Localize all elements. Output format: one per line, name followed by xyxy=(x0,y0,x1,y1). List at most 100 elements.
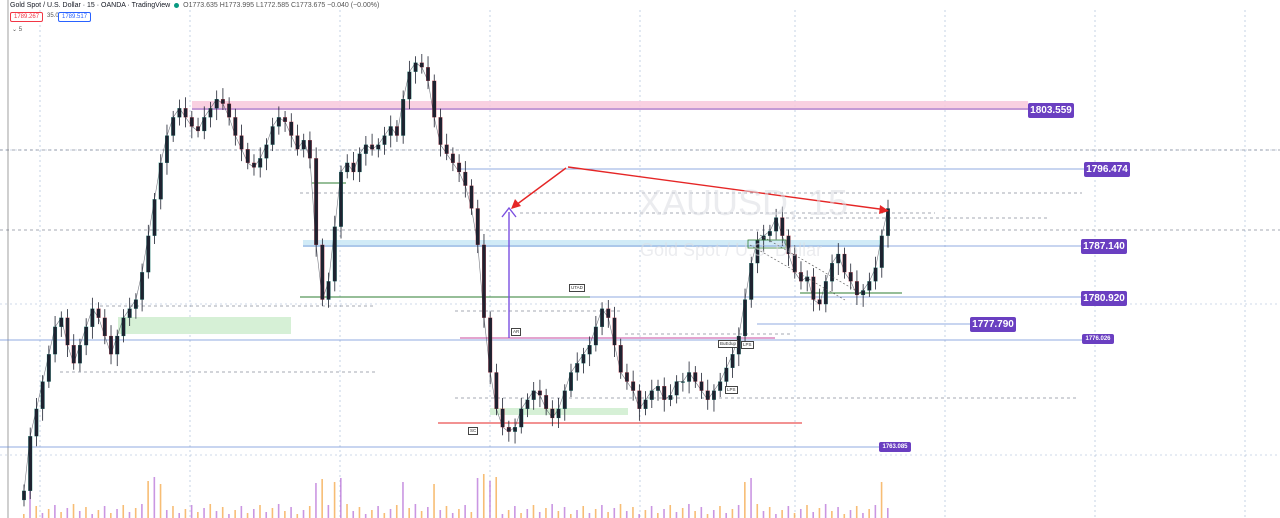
price-label-1796[interactable]: 1796.474 xyxy=(1084,162,1130,177)
candle-body xyxy=(612,317,617,346)
candle-body xyxy=(823,281,828,305)
candle-body xyxy=(363,144,368,154)
symbol-title[interactable]: Gold Spot / U.S. Dollar · 15 · OANDA · T… xyxy=(10,2,171,9)
volume-bar xyxy=(402,482,404,518)
tag-lps-2: LPS xyxy=(725,386,738,394)
candle-body xyxy=(643,399,648,409)
volume-bar xyxy=(694,511,696,518)
candle-body xyxy=(457,162,462,173)
candle-body xyxy=(320,244,325,300)
volume-bar xyxy=(712,510,715,518)
volume-bar xyxy=(259,505,261,518)
volume-bar xyxy=(277,504,280,518)
candle-body xyxy=(444,144,449,154)
volume-bar xyxy=(66,508,69,518)
volume-bar xyxy=(451,513,454,518)
volume-bar xyxy=(750,478,752,518)
candle-body xyxy=(711,390,716,400)
price-label-1776[interactable]: 1776.026 xyxy=(1082,334,1114,344)
volume-bar xyxy=(762,511,765,518)
candle-body xyxy=(164,135,169,163)
candle-body xyxy=(544,395,549,409)
volume-bar xyxy=(744,482,746,518)
symbol-header: Gold Spot / U.S. Dollar · 15 · OANDA · T… xyxy=(10,2,379,9)
volume-bar xyxy=(824,504,827,518)
volume-bar xyxy=(613,508,616,518)
candle-body xyxy=(469,185,474,209)
price-path xyxy=(23,62,889,491)
volume-bar xyxy=(632,507,634,518)
candle-body xyxy=(357,153,362,173)
volume-bar xyxy=(91,514,93,518)
candle-body xyxy=(724,367,729,382)
volume-bar xyxy=(688,504,690,518)
sell-price-button[interactable]: 1789.267 xyxy=(10,12,44,22)
candle-body xyxy=(307,140,312,159)
volume-bar xyxy=(134,508,137,518)
volume-bar xyxy=(812,512,815,518)
volume-bar xyxy=(371,510,373,518)
volume-bar xyxy=(141,504,143,518)
volume-bar xyxy=(681,508,684,518)
volume-bar xyxy=(302,510,305,518)
sub-indicator-row[interactable]: ⌄ 5 xyxy=(12,27,23,33)
volume-bar xyxy=(103,506,106,518)
volume-bar xyxy=(252,509,255,518)
price-label-1803[interactable]: 1803.559 xyxy=(1028,103,1074,118)
price-label-1787[interactable]: 1787.140 xyxy=(1081,239,1127,254)
volume-bar xyxy=(806,505,808,518)
volume-bar xyxy=(308,506,311,518)
volume-bar xyxy=(184,509,187,518)
volume-bar xyxy=(476,478,479,518)
volume-bar xyxy=(793,513,796,518)
tag-buildup: BuEdup xyxy=(718,340,739,348)
volume-bar xyxy=(284,511,286,518)
volume-bar xyxy=(657,513,659,518)
volume-bar xyxy=(538,512,541,518)
candle-body xyxy=(426,67,430,81)
volume-bar xyxy=(756,504,759,518)
volume-bar xyxy=(470,512,473,518)
price-label-1780[interactable]: 1780.920 xyxy=(1081,291,1127,306)
candle-body xyxy=(40,381,45,409)
volume-bar xyxy=(54,505,56,518)
candle-body xyxy=(77,345,82,364)
volume-bar xyxy=(172,506,174,518)
volume-bar xyxy=(159,484,162,518)
candle-body xyxy=(227,103,232,118)
volume-bar xyxy=(663,509,665,518)
volume-bar xyxy=(147,481,149,518)
volume-bar xyxy=(669,505,672,518)
buy-price-button[interactable]: 1789.517 xyxy=(58,12,92,22)
candle-body xyxy=(264,144,269,159)
candle-body xyxy=(46,354,51,382)
price-label-1777[interactable]: 1777.790 xyxy=(970,317,1016,332)
spread-value: 35.0 xyxy=(44,12,62,20)
price-label-1763[interactable]: 1763.085 xyxy=(879,442,911,452)
volume-bar xyxy=(601,505,603,518)
volume-bar xyxy=(576,510,578,518)
candle-body xyxy=(208,108,213,118)
volume-bar xyxy=(489,481,491,518)
volume-bar xyxy=(588,513,591,518)
volume-bar xyxy=(520,513,522,518)
candle-body xyxy=(879,235,884,268)
candle-body xyxy=(842,253,847,273)
candle-body xyxy=(606,308,611,318)
candle-body xyxy=(339,171,343,227)
volume-bar xyxy=(271,508,274,518)
chart-drawings xyxy=(501,166,889,338)
volume-bar xyxy=(458,509,460,518)
volume-bar xyxy=(265,512,268,518)
candle-body xyxy=(22,490,26,501)
candle-body xyxy=(413,62,418,72)
volume-bar xyxy=(408,508,410,518)
candlestick-series xyxy=(22,54,890,507)
volume-bar xyxy=(514,506,516,518)
candle-body xyxy=(525,399,530,409)
market-status-icon xyxy=(174,3,180,8)
candle-body xyxy=(482,244,486,318)
volume-bar xyxy=(315,483,317,518)
volume-bar xyxy=(675,512,678,518)
